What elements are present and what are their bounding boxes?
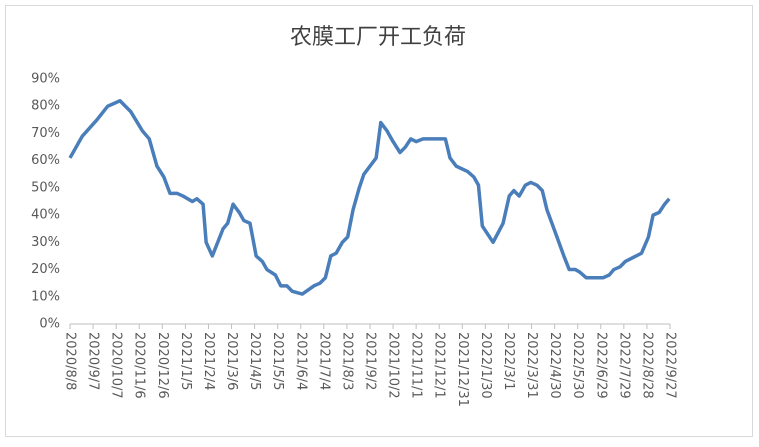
- y-tick-label: 20%: [31, 262, 60, 277]
- chart-title: 农膜工厂开工负荷: [290, 25, 466, 50]
- x-tick-label: 2021/4/5: [247, 332, 262, 390]
- x-tick-label: 2022/8/28: [639, 332, 654, 399]
- x-tick-label: 2022/5/30: [570, 332, 585, 399]
- x-tick-label: 2022/4/30: [547, 332, 562, 399]
- y-tick-label: 30%: [31, 235, 60, 250]
- y-tick-label: 50%: [31, 180, 60, 195]
- y-tick-label: 0%: [39, 317, 60, 332]
- y-tick-label: 60%: [31, 153, 60, 168]
- x-tick-label: 2022/9/27: [663, 332, 678, 399]
- chart-frame: [5, 5, 753, 437]
- x-tick-label: 2021/1/5: [178, 332, 193, 390]
- x-tick-label: 2021/5/5: [270, 332, 285, 390]
- y-tick-label: 80%: [31, 99, 60, 114]
- x-tick-label: 2021/3/6: [224, 332, 239, 390]
- x-tick-label: 2020/10/7: [109, 332, 124, 399]
- x-tick-label: 2022/3/1: [501, 332, 516, 390]
- x-tick-label: 2021/8/3: [339, 332, 354, 390]
- y-tick-label: 40%: [31, 208, 60, 223]
- x-tick-label: 2020/8/8: [63, 332, 78, 390]
- x-tick-label: 2022/7/29: [616, 332, 631, 399]
- x-tick-label: 2020/12/6: [155, 332, 170, 399]
- x-tick-label: 2020/11/6: [132, 332, 147, 399]
- y-tick-label: 10%: [31, 289, 60, 304]
- x-tick-label: 2021/12/31: [455, 332, 470, 407]
- data-line: [68, 99, 671, 296]
- x-tick-label: 2021/9/2: [363, 332, 378, 390]
- x-tick-label: 2021/2/4: [201, 332, 216, 390]
- x-tick-label: 2020/9/7: [86, 332, 101, 390]
- x-tick-label: 2021/6/4: [293, 332, 308, 390]
- x-tick-label: 2021/7/4: [316, 332, 331, 390]
- x-tick-label: 2021/11/1: [409, 332, 424, 399]
- x-tick-label: 2022/6/29: [593, 332, 608, 399]
- x-tick-label: 2022/3/31: [524, 332, 539, 399]
- x-tick-label: 2022/1/30: [478, 332, 493, 399]
- y-tick-label: 70%: [31, 126, 60, 141]
- x-tick-label: 2021/10/2: [386, 332, 401, 399]
- y-tick-label: 90%: [31, 72, 60, 87]
- x-tick-label: 2021/12/1: [432, 332, 447, 399]
